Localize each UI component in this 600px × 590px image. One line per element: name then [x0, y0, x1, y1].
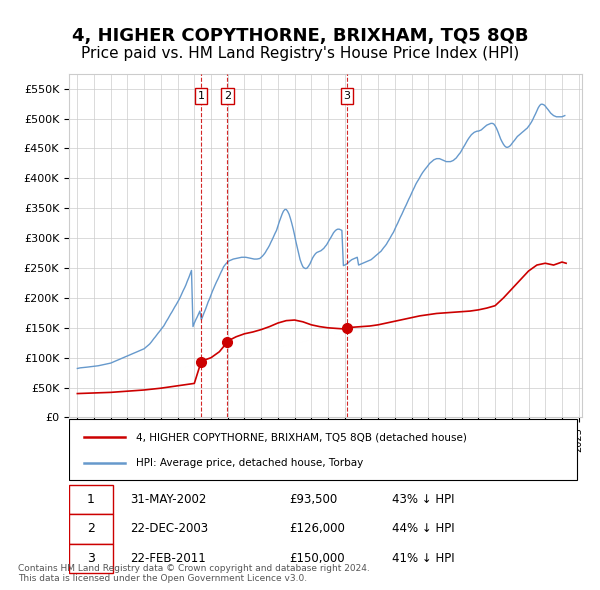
FancyBboxPatch shape — [69, 543, 113, 573]
FancyBboxPatch shape — [69, 484, 113, 514]
FancyBboxPatch shape — [69, 419, 577, 480]
Text: £150,000: £150,000 — [290, 552, 345, 565]
Text: 1: 1 — [197, 91, 205, 101]
Text: 43% ↓ HPI: 43% ↓ HPI — [392, 493, 455, 506]
Text: HPI: Average price, detached house, Torbay: HPI: Average price, detached house, Torb… — [136, 458, 363, 468]
Text: 4, HIGHER COPYTHORNE, BRIXHAM, TQ5 8QB (detached house): 4, HIGHER COPYTHORNE, BRIXHAM, TQ5 8QB (… — [136, 432, 467, 442]
Text: 31-MAY-2002: 31-MAY-2002 — [131, 493, 207, 506]
Text: 3: 3 — [87, 552, 95, 565]
Text: 22-DEC-2003: 22-DEC-2003 — [131, 522, 209, 535]
Text: £93,500: £93,500 — [290, 493, 338, 506]
Text: 41% ↓ HPI: 41% ↓ HPI — [392, 552, 455, 565]
Text: 1: 1 — [87, 493, 95, 506]
Text: 22-FEB-2011: 22-FEB-2011 — [131, 552, 206, 565]
Text: Contains HM Land Registry data © Crown copyright and database right 2024.
This d: Contains HM Land Registry data © Crown c… — [18, 563, 370, 583]
Text: 3: 3 — [344, 91, 350, 101]
Text: 2: 2 — [87, 522, 95, 535]
Text: £126,000: £126,000 — [290, 522, 346, 535]
Text: Price paid vs. HM Land Registry's House Price Index (HPI): Price paid vs. HM Land Registry's House … — [81, 46, 519, 61]
Text: 2: 2 — [224, 91, 231, 101]
FancyBboxPatch shape — [69, 514, 113, 543]
Text: 44% ↓ HPI: 44% ↓ HPI — [392, 522, 455, 535]
Text: 4, HIGHER COPYTHORNE, BRIXHAM, TQ5 8QB: 4, HIGHER COPYTHORNE, BRIXHAM, TQ5 8QB — [72, 27, 528, 45]
